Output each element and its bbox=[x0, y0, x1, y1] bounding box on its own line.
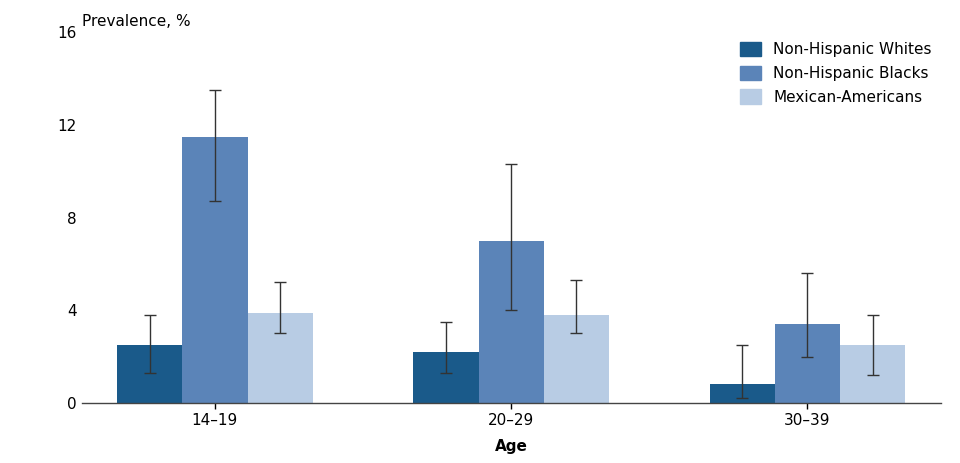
X-axis label: Age: Age bbox=[494, 439, 528, 454]
Bar bbox=[775, 324, 840, 403]
Bar bbox=[543, 315, 609, 403]
Bar bbox=[117, 345, 182, 403]
Bar bbox=[840, 345, 905, 403]
Bar bbox=[479, 241, 543, 403]
Bar bbox=[248, 313, 313, 403]
Bar bbox=[182, 137, 248, 403]
Text: Prevalence, %: Prevalence, % bbox=[82, 14, 190, 29]
Bar bbox=[709, 384, 775, 403]
Legend: Non-Hispanic Whites, Non-Hispanic Blacks, Mexican-Americans: Non-Hispanic Whites, Non-Hispanic Blacks… bbox=[733, 36, 938, 111]
Bar bbox=[414, 352, 479, 403]
